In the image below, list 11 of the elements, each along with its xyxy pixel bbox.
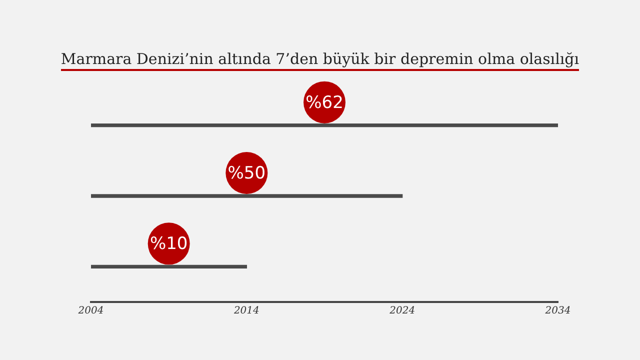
bar <box>91 194 403 198</box>
annotation: %50 <box>228 163 266 184</box>
x-tick-label: 2024 <box>388 306 416 317</box>
x-tick-label: 2004 <box>77 306 104 317</box>
annotation: %10 <box>150 234 188 254</box>
x-tick-label: 2034 <box>544 306 571 317</box>
x-tick-label: 2014 <box>232 306 260 317</box>
chart-title: Marmara Denizi’nin altında 7’den büyük bir depremin olma olasılığı <box>60 50 580 71</box>
annotation: %62 <box>306 92 344 113</box>
bar <box>91 124 558 128</box>
bar <box>91 264 247 268</box>
